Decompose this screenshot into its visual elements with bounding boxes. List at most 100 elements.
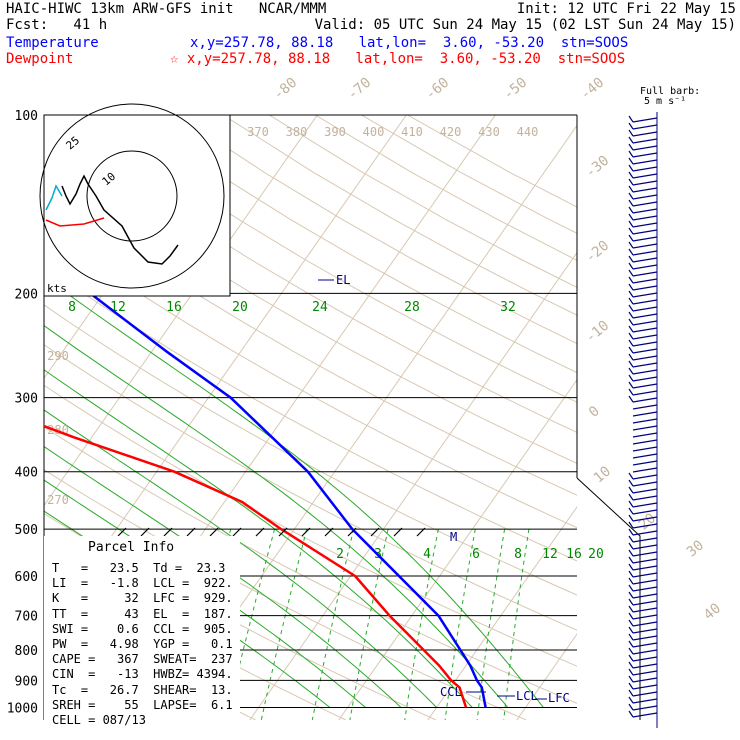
valid-time: Valid: 05 UTC Sun 24 May 15 (02 LST Sun … xyxy=(314,17,736,33)
mixing-ratio-label: 8 xyxy=(514,547,522,562)
isotherm-label: -40 xyxy=(578,75,608,104)
theta-label: 290 xyxy=(47,349,69,363)
pressure-tick-label: 100 xyxy=(15,109,38,124)
wind-barb xyxy=(632,173,658,179)
moist-adiabat-label: 32 xyxy=(500,300,516,315)
forecast-hour: Fcst: 41 h xyxy=(6,17,108,33)
temperature-legend-info: x,y=257.78, 88.18 lat,lon= 3.60, -53.20 … xyxy=(190,35,629,51)
isotherm-label: -30 xyxy=(583,153,613,182)
theta-label: 400 xyxy=(363,125,385,139)
wind-barb xyxy=(632,600,658,606)
wind-barb xyxy=(632,327,658,333)
wind-barb-flag xyxy=(628,577,634,585)
wind-barb-flag xyxy=(628,640,634,648)
wind-barb-flag xyxy=(628,479,634,487)
pressure-tick-label: 500 xyxy=(15,523,38,538)
precip-water-tick xyxy=(232,527,242,537)
wind-barb xyxy=(632,229,658,235)
wind-barb xyxy=(632,572,658,578)
right-axis-lower xyxy=(576,477,641,720)
wind-barb-flag xyxy=(628,381,634,389)
wind-barb xyxy=(632,460,658,466)
wind-barb-flag xyxy=(628,136,634,144)
wind-barb xyxy=(632,404,658,410)
wind-barb-flag xyxy=(628,542,634,550)
wind-barb-flag xyxy=(628,206,634,214)
wind-barb-flag xyxy=(628,283,634,291)
moist-adiabat-label: 16 xyxy=(166,300,182,315)
wind-barb-flag xyxy=(628,360,634,368)
hodograph-outer-ring xyxy=(39,103,225,289)
wind-barb xyxy=(632,341,658,347)
moist-adiabat-label: 24 xyxy=(312,300,328,315)
dry-adiabat xyxy=(44,190,577,496)
wind-barb-flag xyxy=(628,234,634,242)
wind-barb xyxy=(632,649,658,655)
wind-barb-flag xyxy=(628,675,634,683)
wind-barb-flag xyxy=(628,157,634,165)
wind-barb xyxy=(632,495,658,501)
precip-water-tick xyxy=(209,527,219,537)
wind-barb xyxy=(632,236,658,242)
ccl-label: CCL xyxy=(440,685,462,699)
mixing-ratio-line xyxy=(311,528,355,720)
wind-barb xyxy=(632,642,658,648)
wind-barb xyxy=(632,152,658,158)
barb-legend-units: 5 m s⁻¹ xyxy=(644,96,686,107)
isotherm-label: 30 xyxy=(684,537,707,560)
wind-barb xyxy=(632,698,658,704)
dry-adiabat xyxy=(44,265,577,562)
wind-barb-flag xyxy=(628,689,634,697)
mixing-ratio-label: 2 xyxy=(336,547,344,562)
wind-barb xyxy=(632,320,658,326)
wind-barb xyxy=(632,257,658,263)
precip-water-tick xyxy=(278,527,288,537)
m-label: M xyxy=(450,530,457,544)
dry-adiabat xyxy=(44,304,577,596)
wind-barb xyxy=(632,488,658,494)
dry-adiabat xyxy=(44,344,577,631)
init-time: Init: 12 UTC Fri 22 May 15 xyxy=(516,1,736,17)
wind-barb xyxy=(632,586,658,592)
wind-barb-flag xyxy=(628,304,634,312)
wind-barb xyxy=(632,705,658,711)
parcel-info-row: Tc = 26.7 SHEAR= 13. xyxy=(52,682,233,697)
wind-barb-flag xyxy=(628,290,634,298)
el-label: EL xyxy=(336,273,350,287)
wind-barb-flag xyxy=(628,178,634,186)
wind-barb xyxy=(632,369,658,375)
wind-barb xyxy=(632,481,658,487)
wind-barb xyxy=(632,712,658,718)
wind-barb xyxy=(632,411,658,417)
wind-barb xyxy=(632,439,658,445)
wind-barb xyxy=(632,334,658,340)
wind-barb xyxy=(632,656,658,662)
wind-barb xyxy=(632,208,658,214)
theta-label: 430 xyxy=(478,125,500,139)
parcel-info-panel xyxy=(44,536,240,720)
dry-adiabat xyxy=(84,115,577,403)
wind-barb-flag xyxy=(628,227,634,235)
hodograph-trace-surface xyxy=(45,184,63,211)
hodograph-trace xyxy=(61,174,179,265)
lcl-label: LCL xyxy=(516,689,538,703)
wind-barb xyxy=(632,299,658,305)
wind-barb-flag xyxy=(628,521,634,529)
wind-barb-flag xyxy=(628,346,634,354)
parcel-info-row: CELL = 087/13 xyxy=(52,713,146,727)
precip-water-tick xyxy=(324,527,334,537)
isotherm xyxy=(606,115,740,720)
wind-barb-flag xyxy=(628,661,634,669)
wind-barb xyxy=(632,201,658,207)
wind-barb xyxy=(632,264,658,270)
theta-label: 270 xyxy=(47,493,69,507)
isotherm-label: 0 xyxy=(586,403,603,421)
wind-barb xyxy=(632,691,658,697)
mixing-ratio-label: 6 xyxy=(472,547,480,562)
precip-water-tick xyxy=(393,527,403,537)
dry-adiabat xyxy=(44,153,577,464)
wind-barb-flag xyxy=(628,150,634,158)
precip-water-tick xyxy=(163,527,173,537)
parcel-info-row: CAPE = 367 SWEAT= 237 xyxy=(52,652,233,667)
